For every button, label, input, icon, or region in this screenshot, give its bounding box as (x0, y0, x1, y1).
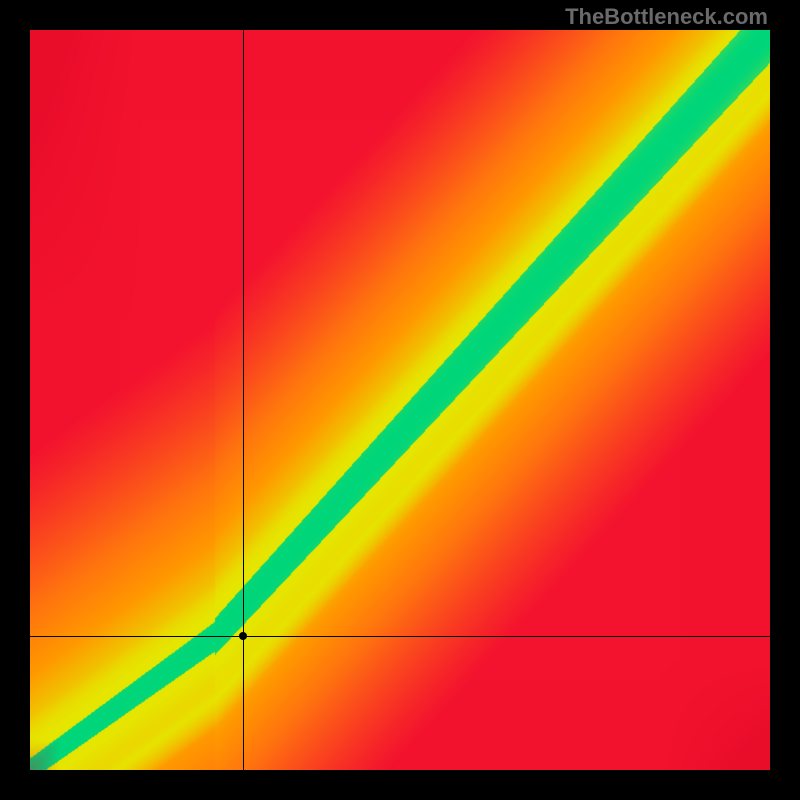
crosshair-marker (239, 632, 247, 640)
crosshair-horizontal (30, 636, 770, 637)
crosshair-vertical (243, 30, 244, 770)
heatmap-canvas (30, 30, 770, 770)
plot-area (30, 30, 770, 770)
watermark-text: TheBottleneck.com (565, 4, 768, 30)
